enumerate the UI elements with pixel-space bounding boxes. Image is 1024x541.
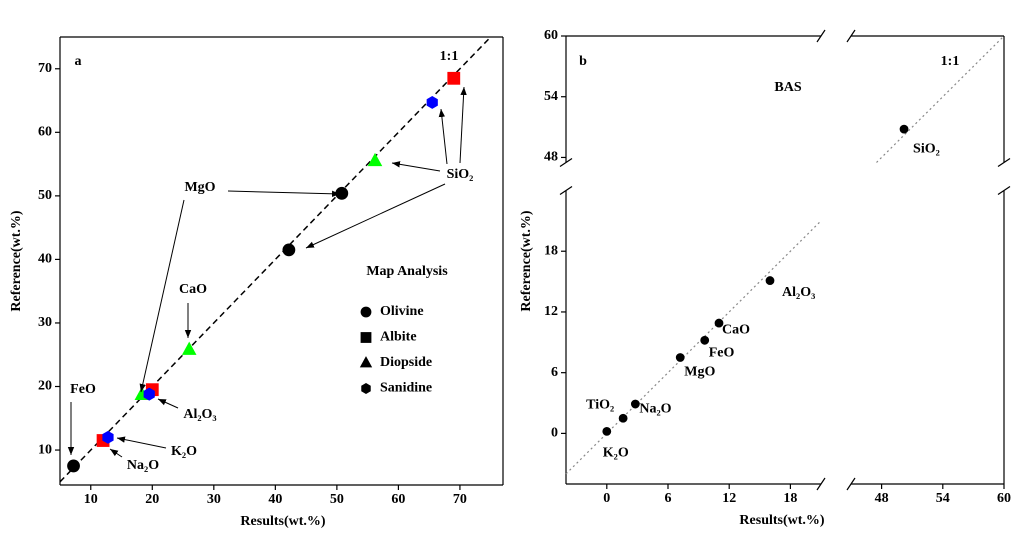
- x-tick-label: 40: [268, 492, 282, 507]
- x-tick-label: 18: [783, 491, 797, 506]
- annotation-arrow: [459, 86, 467, 164]
- y-tick-label: 20: [38, 379, 52, 394]
- y-tick-label: 50: [38, 188, 52, 203]
- y-tick-label: 30: [38, 315, 52, 330]
- axis-break: [997, 186, 1011, 196]
- annotation-arrow: [305, 183, 446, 249]
- y-tick-label: 70: [38, 61, 52, 76]
- y-tick-label: 10: [38, 442, 52, 457]
- y-tick-label: 0: [551, 426, 558, 441]
- axis-break: [846, 477, 856, 491]
- annotation-arrow: [227, 190, 341, 197]
- y-tick-label: 54: [544, 89, 558, 104]
- annotation: 1:1: [440, 49, 459, 64]
- point-label: K₂O: [603, 446, 629, 461]
- panel-label: a: [75, 54, 82, 69]
- x-axis-label: Results(wt.%): [240, 514, 325, 529]
- axis-break: [846, 29, 856, 43]
- x-tick-label: 50: [330, 492, 344, 507]
- y-tick-label: 12: [544, 304, 558, 319]
- point: [899, 124, 909, 134]
- annotation: FeO: [70, 382, 96, 397]
- point: [367, 152, 383, 167]
- annotation-arrow: [438, 108, 448, 165]
- x-tick-label: 70: [453, 492, 467, 507]
- x-tick-label: 12: [722, 491, 736, 506]
- axis-break: [816, 477, 826, 491]
- x-tick-label: 30: [207, 492, 221, 507]
- point: [630, 399, 640, 409]
- point: [765, 276, 775, 285]
- y-tick-label: 40: [38, 252, 52, 267]
- point: [335, 186, 349, 200]
- annotation: Al₂O₃: [183, 407, 216, 422]
- point: [700, 335, 710, 345]
- legend-marker: [359, 356, 373, 368]
- y-tick-label: 60: [38, 125, 52, 140]
- y-tick-label: 18: [544, 243, 558, 258]
- y-tick-label: 48: [544, 150, 558, 165]
- point: [67, 459, 80, 473]
- annotation-arrow: [391, 161, 441, 172]
- y-tick-label: 60: [544, 28, 558, 43]
- annotation-arrow: [157, 398, 179, 409]
- x-tick-label: 48: [875, 491, 889, 506]
- point: [143, 387, 155, 401]
- legend-marker: [360, 306, 372, 318]
- point: [282, 243, 296, 257]
- point: [618, 413, 628, 423]
- point-label: CaO: [722, 322, 750, 337]
- annotation: Na₂O: [127, 458, 159, 473]
- axis-break: [816, 29, 826, 43]
- y-axis-label: Reference(wt.%): [9, 210, 24, 312]
- annotation: K₂O: [171, 444, 197, 459]
- point: [602, 426, 612, 436]
- point-label: TiO₂: [586, 397, 614, 412]
- x-tick-label: 10: [84, 492, 98, 507]
- point: [714, 318, 724, 328]
- y-axis-label: Reference(wt.%): [519, 210, 534, 312]
- point-label: Na₂O: [639, 401, 671, 416]
- annotation-arrow: [139, 199, 185, 393]
- reference-line: [59, 36, 492, 483]
- reference-line: [565, 220, 822, 475]
- axis-break: [559, 186, 573, 196]
- point-label: FeO: [709, 346, 735, 361]
- x-tick-label: 54: [936, 491, 950, 506]
- point: [181, 341, 197, 355]
- legend-label: Albite: [380, 330, 417, 345]
- x-axis-label: Results(wt.%): [739, 513, 824, 528]
- legend-label: Sanidine: [380, 381, 432, 396]
- point-label: MgO: [684, 365, 715, 380]
- point: [675, 353, 685, 362]
- legend-marker: [360, 332, 372, 343]
- legend-marker: [361, 383, 371, 394]
- annotation: SiO₂: [447, 167, 474, 182]
- annotation-arrow: [116, 436, 167, 449]
- axis-break: [997, 158, 1011, 168]
- y-tick-label: 6: [551, 365, 558, 380]
- legend-label: Olivine: [380, 304, 424, 319]
- x-tick-label: 60: [997, 491, 1011, 506]
- annotation: CaO: [179, 282, 207, 297]
- legend-label: Diopside: [380, 355, 432, 370]
- x-tick-label: 60: [391, 492, 405, 507]
- chart-title: BAS: [774, 80, 801, 95]
- x-tick-label: 6: [665, 491, 672, 506]
- point: [426, 95, 438, 109]
- axis-break: [559, 158, 573, 168]
- point-label: Al₂O₃: [782, 285, 815, 300]
- point: [102, 430, 114, 444]
- x-tick-label: 0: [603, 491, 610, 506]
- annotation-arrow: [109, 448, 123, 458]
- panel-label: b: [579, 54, 587, 69]
- x-tick-label: 20: [145, 492, 159, 507]
- legend-title: Map Analysis: [366, 264, 448, 279]
- annotation: 1:1: [941, 54, 960, 69]
- point-label: SiO₂: [913, 141, 940, 156]
- point: [447, 71, 461, 85]
- annotation: MgO: [184, 180, 215, 195]
